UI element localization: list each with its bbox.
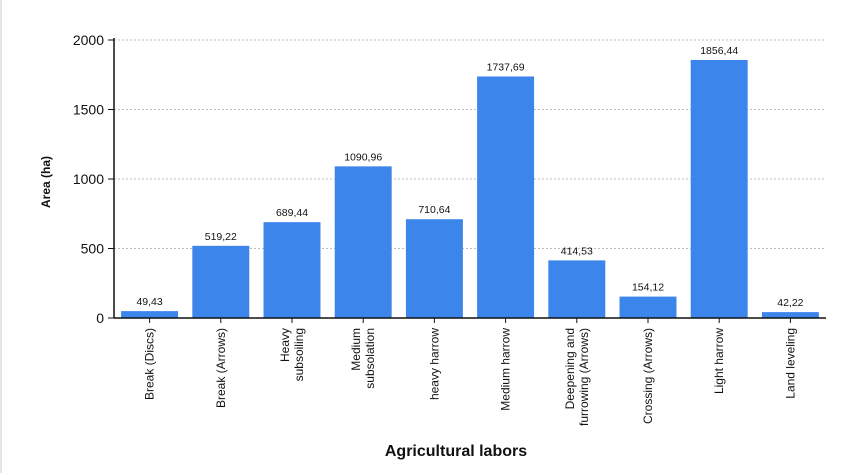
bar	[761, 312, 819, 318]
x-category-label: Break (Discs)	[143, 328, 157, 400]
data-label: 42,22	[777, 297, 803, 309]
y-axis-title: Area (ha)	[39, 156, 53, 208]
x-tick-label: Break (Arrows)	[214, 328, 228, 408]
y-tick-label: 1000	[73, 171, 104, 187]
data-label: 49,43	[136, 296, 162, 308]
x-tick-label: Medium	[349, 328, 363, 371]
bar	[192, 245, 250, 318]
x-category-label: Deepening and furrowing (Arrows)	[563, 328, 591, 426]
data-label: 519,22	[205, 231, 237, 243]
x-category-label: Medium subsolation	[349, 328, 377, 389]
bar	[334, 166, 392, 318]
x-tick-label: subsolation	[363, 328, 377, 389]
bar	[121, 311, 179, 318]
x-tick-label: Heavy	[278, 328, 292, 362]
x-tick-label: Break (Discs)	[143, 328, 157, 400]
x-category-label: Heavy subsoiling	[278, 328, 306, 381]
x-category-label: Medium harrow	[499, 328, 513, 411]
x-tick-label: heavy harrow	[427, 328, 441, 400]
x-category-label: Crossing (Arrows)	[641, 328, 655, 424]
x-tick-label: Medium harrow	[499, 328, 513, 411]
y-tick-label: 0	[96, 310, 104, 326]
data-label: 1737,69	[487, 61, 525, 73]
x-tick-label: Crossing (Arrows)	[641, 328, 655, 424]
bar	[477, 76, 535, 318]
data-label: 154,12	[632, 282, 664, 294]
data-label: 710,64	[418, 204, 450, 216]
bar	[548, 260, 606, 318]
axes	[108, 38, 826, 323]
x-tick-label: Light harrow	[712, 328, 726, 394]
x-category-label: heavy harrow	[427, 328, 441, 400]
bar	[690, 59, 748, 319]
x-category-label: Break (Arrows)	[214, 328, 228, 408]
x-category-label: Land leveling	[783, 328, 797, 399]
y-tick-label: 1500	[73, 102, 104, 118]
data-label: 689,44	[276, 207, 308, 219]
data-label: 414,53	[561, 245, 593, 257]
x-tick-label: Land leveling	[783, 328, 797, 399]
x-tick-label: subsoiling	[292, 328, 306, 381]
x-axis-title: Agricultural labors	[385, 443, 527, 460]
y-tick-label: 500	[81, 241, 105, 257]
data-label: 1856,44	[700, 45, 738, 57]
y-tick-label: 2000	[73, 32, 104, 48]
x-category-label: Light harrow	[712, 328, 726, 394]
labels: 0 500 1000 1500 2000 49,43 Break (Discs) 519,22…	[73, 32, 804, 426]
x-tick-label: furrowing (Arrows)	[577, 328, 591, 426]
bar	[405, 219, 463, 318]
bar	[619, 296, 677, 318]
bar	[263, 222, 321, 318]
data-label: 1090,96	[344, 151, 382, 163]
bars	[121, 59, 819, 319]
x-tick-label: Deepening and	[563, 328, 577, 409]
